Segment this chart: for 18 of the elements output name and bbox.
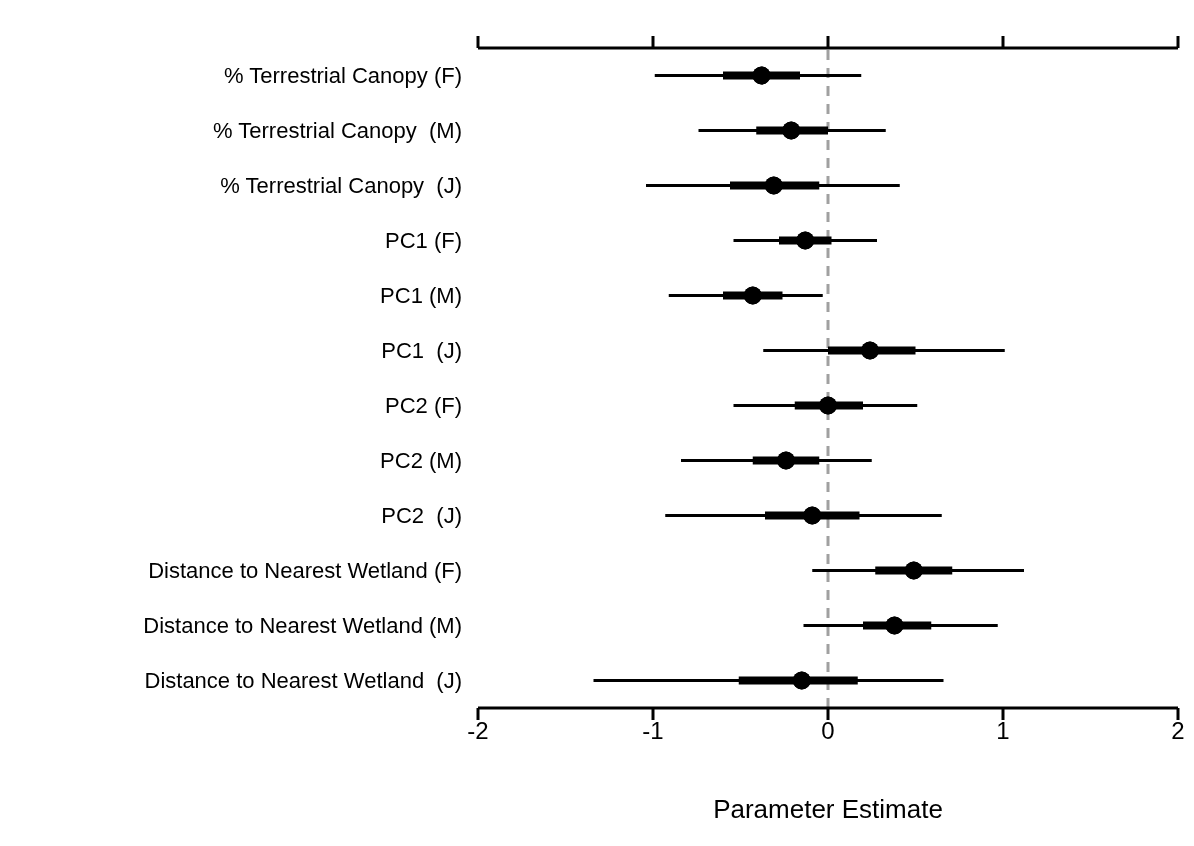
y-tick-label: Distance to Nearest Wetland (F) — [148, 558, 462, 583]
y-tick-label: Distance to Nearest Wetland (M) — [143, 613, 462, 638]
y-tick-label: PC1 (J) — [381, 338, 462, 363]
x-axis-title: Parameter Estimate — [713, 794, 943, 824]
y-tick-label: % Terrestrial Canopy (J) — [220, 173, 462, 198]
y-tick-label: % Terrestrial Canopy (F) — [224, 63, 462, 88]
y-tick-label: PC2 (M) — [380, 448, 462, 473]
y-tick-label: PC1 (M) — [380, 283, 462, 308]
x-tick-label: -1 — [642, 717, 664, 745]
x-tick-label: 0 — [821, 717, 835, 745]
y-tick-label: PC1 (F) — [385, 228, 462, 253]
y-tick-label: PC2 (J) — [381, 503, 462, 528]
y-tick-label: % Terrestrial Canopy (M) — [213, 118, 462, 143]
x-tick-label: 1 — [996, 717, 1010, 745]
y-tick-label: PC2 (F) — [385, 393, 462, 418]
x-tick-label: -2 — [467, 717, 489, 745]
x-tick-label: 2 — [1171, 717, 1185, 745]
y-tick-label: Distance to Nearest Wetland (J) — [144, 668, 462, 693]
